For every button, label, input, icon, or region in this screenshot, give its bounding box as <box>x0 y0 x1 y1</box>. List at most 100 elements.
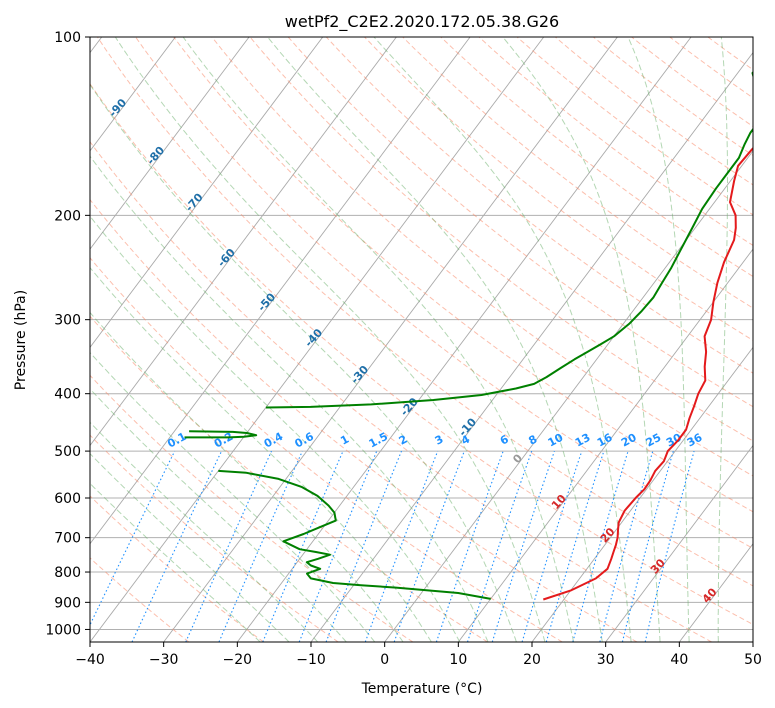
mixing-ratio-line <box>644 450 695 642</box>
mixing-ratio-line <box>185 450 273 642</box>
sounding-series <box>184 70 753 601</box>
isotherm-line <box>457 248 753 642</box>
isotherm-line <box>605 444 753 642</box>
mixing-ratio-line <box>364 450 439 642</box>
x-axis-title: Temperature (°C) <box>361 681 483 697</box>
mixing-ratio-line <box>298 450 378 642</box>
x-tick-label: −40 <box>75 652 105 668</box>
moist-adiabat-line <box>90 388 347 642</box>
moist-adiabat-line <box>90 83 517 642</box>
x-tick-label: 50 <box>744 652 762 668</box>
isotherm-line <box>90 37 397 447</box>
chart-title: wetPf2_C2E2.2020.172.05.38.G26 <box>285 12 559 32</box>
dry-adiabat-line <box>90 374 414 642</box>
mixing-ratio-line <box>325 450 403 642</box>
mixing-ratio-line <box>218 450 303 642</box>
dry-adiabat-line <box>90 83 753 625</box>
y-axis-title: Pressure (hPa) <box>13 290 29 390</box>
moist-adiabat-line <box>627 37 690 642</box>
isotherm-line <box>90 37 324 349</box>
x-tick-label: 30 <box>597 652 615 668</box>
mixing-ratio-label: 10 <box>546 431 566 450</box>
mixing-ratio-line <box>393 450 465 642</box>
dry-adiabat-line <box>90 198 638 642</box>
y-tick-label: 1000 <box>45 622 81 638</box>
moist-adiabat-line <box>373 37 632 642</box>
dry-adiabat-line <box>90 495 264 642</box>
dry-adiabat-line <box>135 37 753 550</box>
moist-adiabat-line <box>182 37 575 642</box>
dry-adiabat-line <box>96 37 753 587</box>
moist-adiabat-line <box>90 311 404 642</box>
y-tick-label: 300 <box>54 313 81 329</box>
mixing-ratio-line <box>466 450 533 642</box>
dewpoint-trace <box>218 469 491 600</box>
dry-adiabat-line <box>90 434 339 642</box>
dry-adiabat-line <box>249 37 753 442</box>
dry-adiabat-line <box>402 37 753 309</box>
dry-adiabat-line <box>364 37 753 341</box>
moist-adiabat-line <box>90 452 290 642</box>
x-tick-label: −30 <box>149 652 179 668</box>
mixing-ratio-line <box>491 450 555 642</box>
dry-adiabat-line <box>90 256 563 642</box>
x-axis: −40 −30 −20 −10 0 10 20 30 40 50 <box>75 642 762 668</box>
moist-adiabat-line <box>90 421 319 642</box>
mixing-ratio-line <box>572 450 629 642</box>
y-tick-label: 900 <box>54 595 81 611</box>
isotherm-line <box>531 346 753 642</box>
x-tick-label: −20 <box>223 652 253 668</box>
temperature-trace <box>542 146 753 601</box>
mixing-ratio-label: 30 <box>664 431 684 450</box>
mixing-ratio-line <box>435 450 504 642</box>
y-tick-label: 700 <box>54 531 81 547</box>
dewpoint-trace <box>184 430 258 439</box>
moist-adiabat-line <box>267 37 603 642</box>
dry-adiabat-line <box>325 37 753 374</box>
dry-adiabat-line <box>173 37 753 513</box>
mixing-ratio-line <box>545 450 605 642</box>
y-tick-label: 400 <box>54 387 81 403</box>
x-tick-label: −10 <box>296 652 326 668</box>
plot-frame <box>89 36 754 643</box>
mixing-ratio-line <box>262 450 344 642</box>
isotherm-line <box>163 37 618 642</box>
dry-adiabat-line <box>211 37 753 477</box>
mixing-ratio-line <box>521 450 583 642</box>
mixing-ratio-line <box>621 450 674 642</box>
isotherm-line <box>236 37 692 642</box>
mixing-ratio-label: 20 <box>619 431 639 450</box>
moist-adiabat-line <box>90 215 461 642</box>
moist-adiabat-line <box>502 37 661 642</box>
isotherm-line <box>384 150 753 642</box>
y-tick-label: 800 <box>54 565 81 581</box>
y-axis: 100 200 300 400 500 600 700 800 900 1000 <box>45 30 90 638</box>
plot-background <box>90 37 753 642</box>
moist-adiabat-line <box>717 37 728 642</box>
mixing-ratio-line <box>90 450 176 627</box>
mixing-ratio-label: 36 <box>685 431 705 450</box>
dry-adiabat-line <box>90 140 712 642</box>
background-lines <box>90 37 753 642</box>
dry-adiabat-line <box>90 557 190 642</box>
moist-adiabat-line <box>90 482 261 642</box>
x-tick-label: 20 <box>523 652 541 668</box>
mixing-ratio-label: 25 <box>644 431 664 450</box>
moist-adiabat-line <box>114 37 546 642</box>
isotherm-line <box>90 37 250 250</box>
y-tick-label: 200 <box>54 208 81 224</box>
mixing-ratio-label: 13 <box>573 431 593 450</box>
isotherm-line <box>90 37 176 152</box>
dry-adiabat-line <box>90 315 488 642</box>
x-tick-label: 40 <box>670 652 688 668</box>
y-tick-label: 500 <box>54 444 81 460</box>
isotherm-line <box>90 37 471 545</box>
moist-adiabat-line <box>90 266 432 642</box>
moist-adiabat-line <box>90 155 489 642</box>
x-tick-label: 10 <box>449 652 467 668</box>
moist-adiabat-line <box>90 351 376 642</box>
x-tick-label: 0 <box>380 652 389 668</box>
dewpoint-trace <box>265 70 753 409</box>
mixing-ratio-label: 16 <box>595 431 615 450</box>
isotherm-line <box>90 37 545 642</box>
